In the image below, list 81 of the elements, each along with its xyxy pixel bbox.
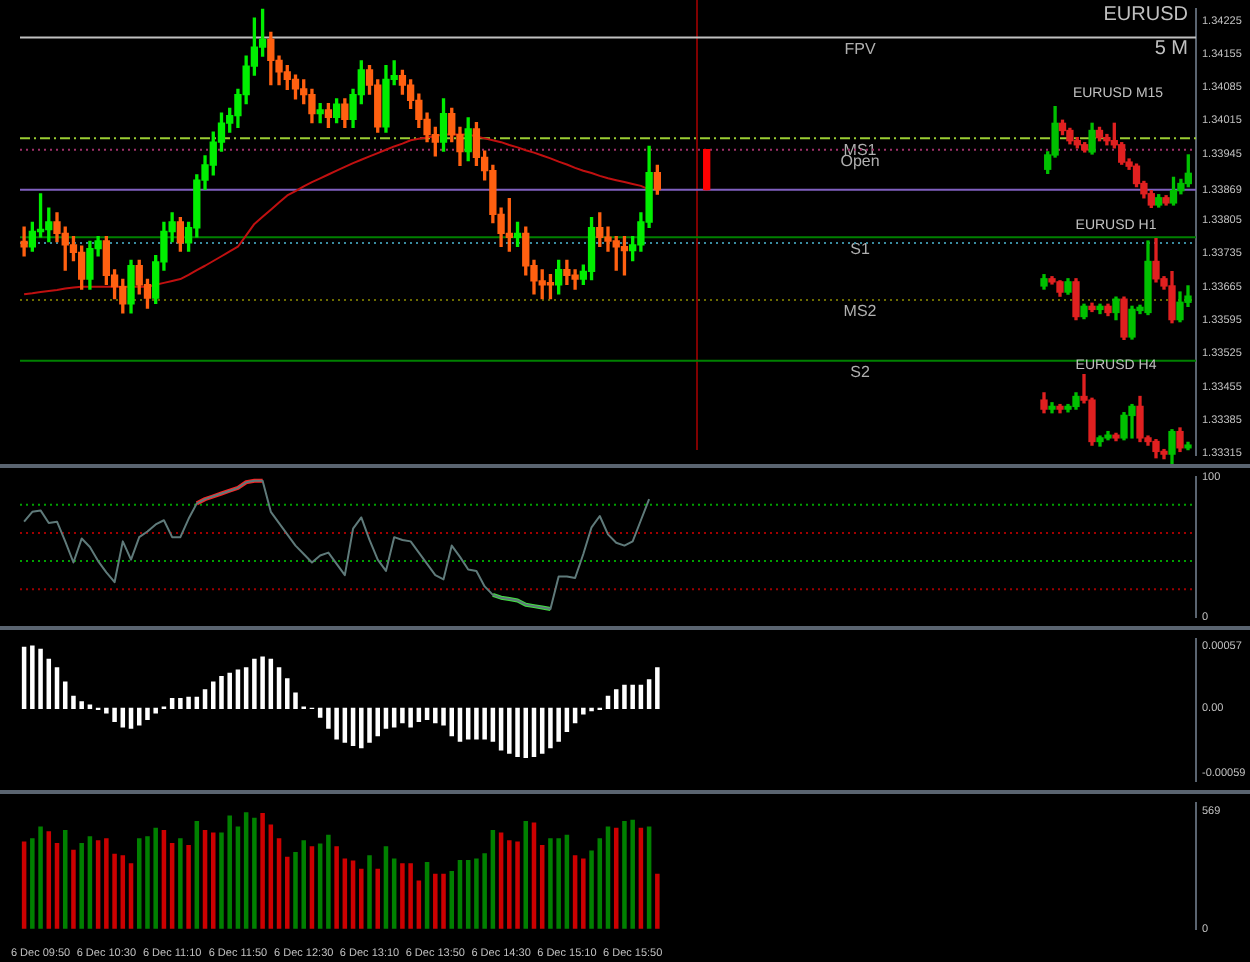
bar: [507, 707, 512, 754]
bar: [38, 648, 43, 710]
bar: [375, 868, 380, 929]
bar: [104, 838, 109, 929]
bar: [334, 846, 339, 929]
bar: [556, 707, 561, 742]
bar: [211, 681, 216, 710]
bar: [186, 845, 191, 929]
bar: [211, 832, 216, 929]
bar: [367, 707, 372, 743]
bar: [79, 701, 84, 710]
bar: [515, 841, 520, 929]
bar: [359, 707, 364, 749]
bar: [326, 834, 331, 929]
bar: [334, 707, 339, 740]
bar: [178, 697, 183, 710]
bar: [367, 855, 372, 929]
ref-line-label: FPV: [844, 40, 877, 58]
bar: [408, 707, 413, 728]
bar: [260, 812, 265, 929]
bar: [186, 696, 191, 710]
bar: [104, 707, 109, 714]
bar: [87, 704, 93, 710]
bar: [153, 827, 158, 929]
bar: [227, 672, 232, 710]
bar: [655, 667, 660, 710]
bar: [375, 707, 380, 737]
bar: [433, 873, 438, 929]
bar: [400, 863, 405, 929]
bar: [79, 842, 84, 929]
bar: [359, 868, 364, 929]
bar: [71, 695, 76, 710]
ref-line-label: S2: [850, 363, 871, 382]
bar: [301, 840, 306, 929]
bar: [646, 679, 652, 710]
bar: [482, 853, 487, 929]
ref-line-label: Open: [840, 152, 880, 171]
ref-line-label: S1: [850, 239, 871, 258]
bar: [507, 840, 512, 929]
bar: [30, 645, 35, 710]
bar: [449, 707, 455, 737]
bar: [581, 858, 586, 929]
bar: [252, 658, 257, 710]
bar: [219, 676, 224, 710]
bar: [622, 821, 627, 929]
bar: [515, 707, 520, 757]
bar: [433, 707, 438, 724]
bar: [260, 656, 265, 710]
bar: [630, 684, 635, 710]
ref-line-label: MS2: [843, 302, 878, 321]
chart-title: EURUSD: [1103, 3, 1188, 26]
bar: [227, 815, 232, 929]
bar: [153, 707, 158, 714]
bar: [449, 870, 455, 929]
bar: [38, 826, 43, 929]
bar: [548, 838, 553, 929]
bar: [655, 873, 660, 929]
bar: [145, 836, 150, 929]
bar: [474, 858, 479, 929]
bar: [630, 819, 635, 929]
bar: [548, 707, 553, 749]
bar: [408, 863, 413, 929]
bar: [581, 707, 586, 715]
bar: [178, 838, 183, 929]
text: 5 M: [1154, 37, 1188, 60]
bar: [71, 849, 76, 929]
bar: [136, 707, 142, 726]
bar: [474, 707, 479, 740]
bar: [145, 707, 150, 720]
bar: [285, 678, 290, 710]
bar: [112, 707, 117, 723]
bar: [441, 873, 446, 929]
bar: [252, 817, 257, 929]
candlestick: [20, 226, 28, 257]
bar: [136, 838, 142, 929]
bar: [589, 850, 594, 929]
bar: [622, 684, 627, 710]
bar: [400, 707, 405, 724]
bar: [285, 856, 290, 929]
bar: [482, 707, 487, 740]
bar: [556, 838, 561, 929]
